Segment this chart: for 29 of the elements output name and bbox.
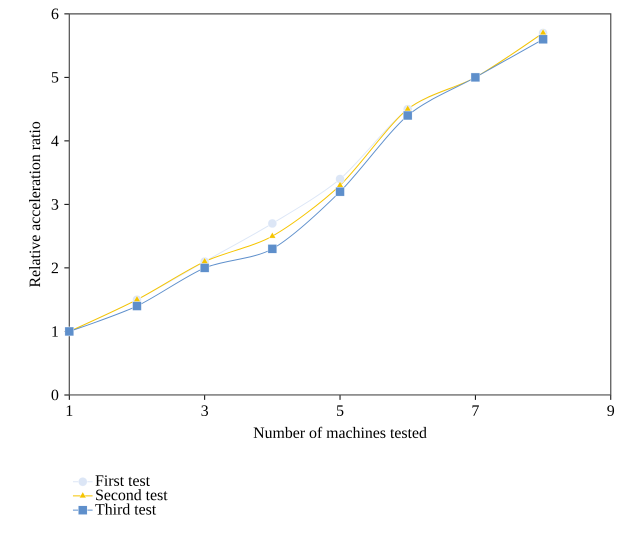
- x-tick-label: 3: [201, 405, 208, 416]
- x-tick-label: 9: [607, 405, 614, 416]
- point: [268, 218, 277, 228]
- legend-label: First test: [96, 475, 150, 486]
- point: [133, 295, 141, 302]
- point: [132, 301, 142, 310]
- y-axis-title: Relative acceleration ratio: [29, 122, 40, 287]
- legend-label: Third test: [95, 503, 156, 514]
- legend-label: Second test: [96, 488, 168, 500]
- point: [268, 244, 277, 254]
- y-tick-label: 5: [52, 72, 58, 82]
- point: [200, 263, 210, 272]
- y-tick-label: 1: [52, 326, 58, 336]
- x-axis-title: Number of machines tested: [254, 426, 427, 438]
- x-tick-label: 1: [66, 405, 72, 416]
- y-tick-label: 3: [52, 198, 58, 210]
- point: [335, 174, 345, 184]
- y-tick-label: 0: [52, 389, 58, 400]
- y-tick-label: 6: [52, 8, 58, 19]
- x-tick-label: 7: [472, 405, 479, 416]
- point: [336, 180, 344, 188]
- point: [403, 110, 412, 120]
- point: [335, 186, 345, 196]
- y-tick-label: 2: [52, 262, 58, 273]
- y-tick-label: 4: [51, 135, 59, 146]
- point: [539, 28, 547, 35]
- x-tick-label: 5: [337, 405, 344, 416]
- point: [538, 34, 548, 44]
- point: [268, 232, 276, 238]
